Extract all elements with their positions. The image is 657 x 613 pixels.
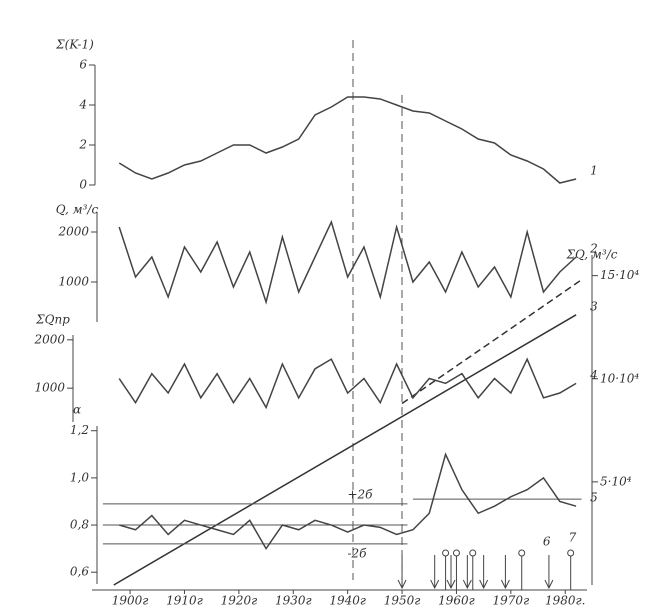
x-tick-label: 1980г. xyxy=(545,594,585,608)
y-axis-title: Σ(K-1) xyxy=(55,38,94,52)
reference-label: +2б xyxy=(347,487,373,501)
x-tick-label: 1900г xyxy=(112,594,149,608)
y-tick-label: 0 xyxy=(79,178,87,192)
y-axis-title: ΣQпр xyxy=(35,313,70,327)
series-line xyxy=(118,219,577,305)
y-tick-label: 0,6 xyxy=(70,565,89,579)
y-axis-title: α xyxy=(73,403,81,417)
event-arrow xyxy=(462,555,472,590)
x-tick-label: 1910г xyxy=(166,594,203,608)
reference-label: -2б xyxy=(347,546,367,560)
y-tick-label: 1000 xyxy=(34,381,65,395)
event-pin-head xyxy=(452,549,460,557)
series-line xyxy=(118,452,577,551)
series-label: 2 xyxy=(589,242,598,256)
event-pin-head xyxy=(518,549,526,557)
y-tick-label: 2 xyxy=(78,138,87,152)
event-arrow xyxy=(446,555,456,590)
y-axis-title: Q, м³/с xyxy=(56,203,99,217)
y-tick-label: 0,8 xyxy=(70,518,89,532)
x-tick-label: 1950г xyxy=(384,594,421,608)
series-line xyxy=(401,279,582,405)
y-axis-title: ΣQ, м³/с xyxy=(566,248,618,262)
y-tick-label: 1,2 xyxy=(70,423,89,437)
series-line xyxy=(113,314,577,586)
y-tick-label: 1,0 xyxy=(70,470,89,484)
event-label: 6 xyxy=(543,535,551,549)
event-arrow xyxy=(430,555,440,590)
y-tick-label: 2000 xyxy=(33,332,65,346)
event-arrow xyxy=(544,555,554,590)
y-tick-label: 6 xyxy=(79,58,87,72)
series-label: 3 xyxy=(590,299,598,313)
x-tick-label: 1940г xyxy=(329,594,366,608)
series-line xyxy=(118,96,577,184)
event-arrow xyxy=(479,555,489,590)
y-tick-label: 15·10⁴ xyxy=(600,268,639,282)
y-tick-label: 10·10⁴ xyxy=(600,371,639,385)
event-pin-head xyxy=(469,549,477,557)
series-label: 4 xyxy=(589,368,598,382)
event-pin-head xyxy=(567,549,575,557)
y-tick-label: 2000 xyxy=(57,225,89,239)
series-label: 5 xyxy=(590,491,598,505)
y-tick-label: 5·10⁴ xyxy=(600,474,632,488)
y-tick-label: 4 xyxy=(78,98,87,112)
series-line xyxy=(118,357,577,410)
event-label: 7 xyxy=(569,531,577,545)
event-pin-head xyxy=(442,549,450,557)
x-tick-label: 1960г xyxy=(438,594,475,608)
y-tick-label: 1000 xyxy=(58,275,89,289)
x-tick-label: 1970г xyxy=(493,594,530,608)
event-arrow xyxy=(397,555,407,590)
x-tick-label: 1930г xyxy=(275,594,312,608)
event-arrow xyxy=(500,555,510,590)
series-label: 1 xyxy=(590,164,598,178)
x-tick-label: 1920г xyxy=(221,594,258,608)
